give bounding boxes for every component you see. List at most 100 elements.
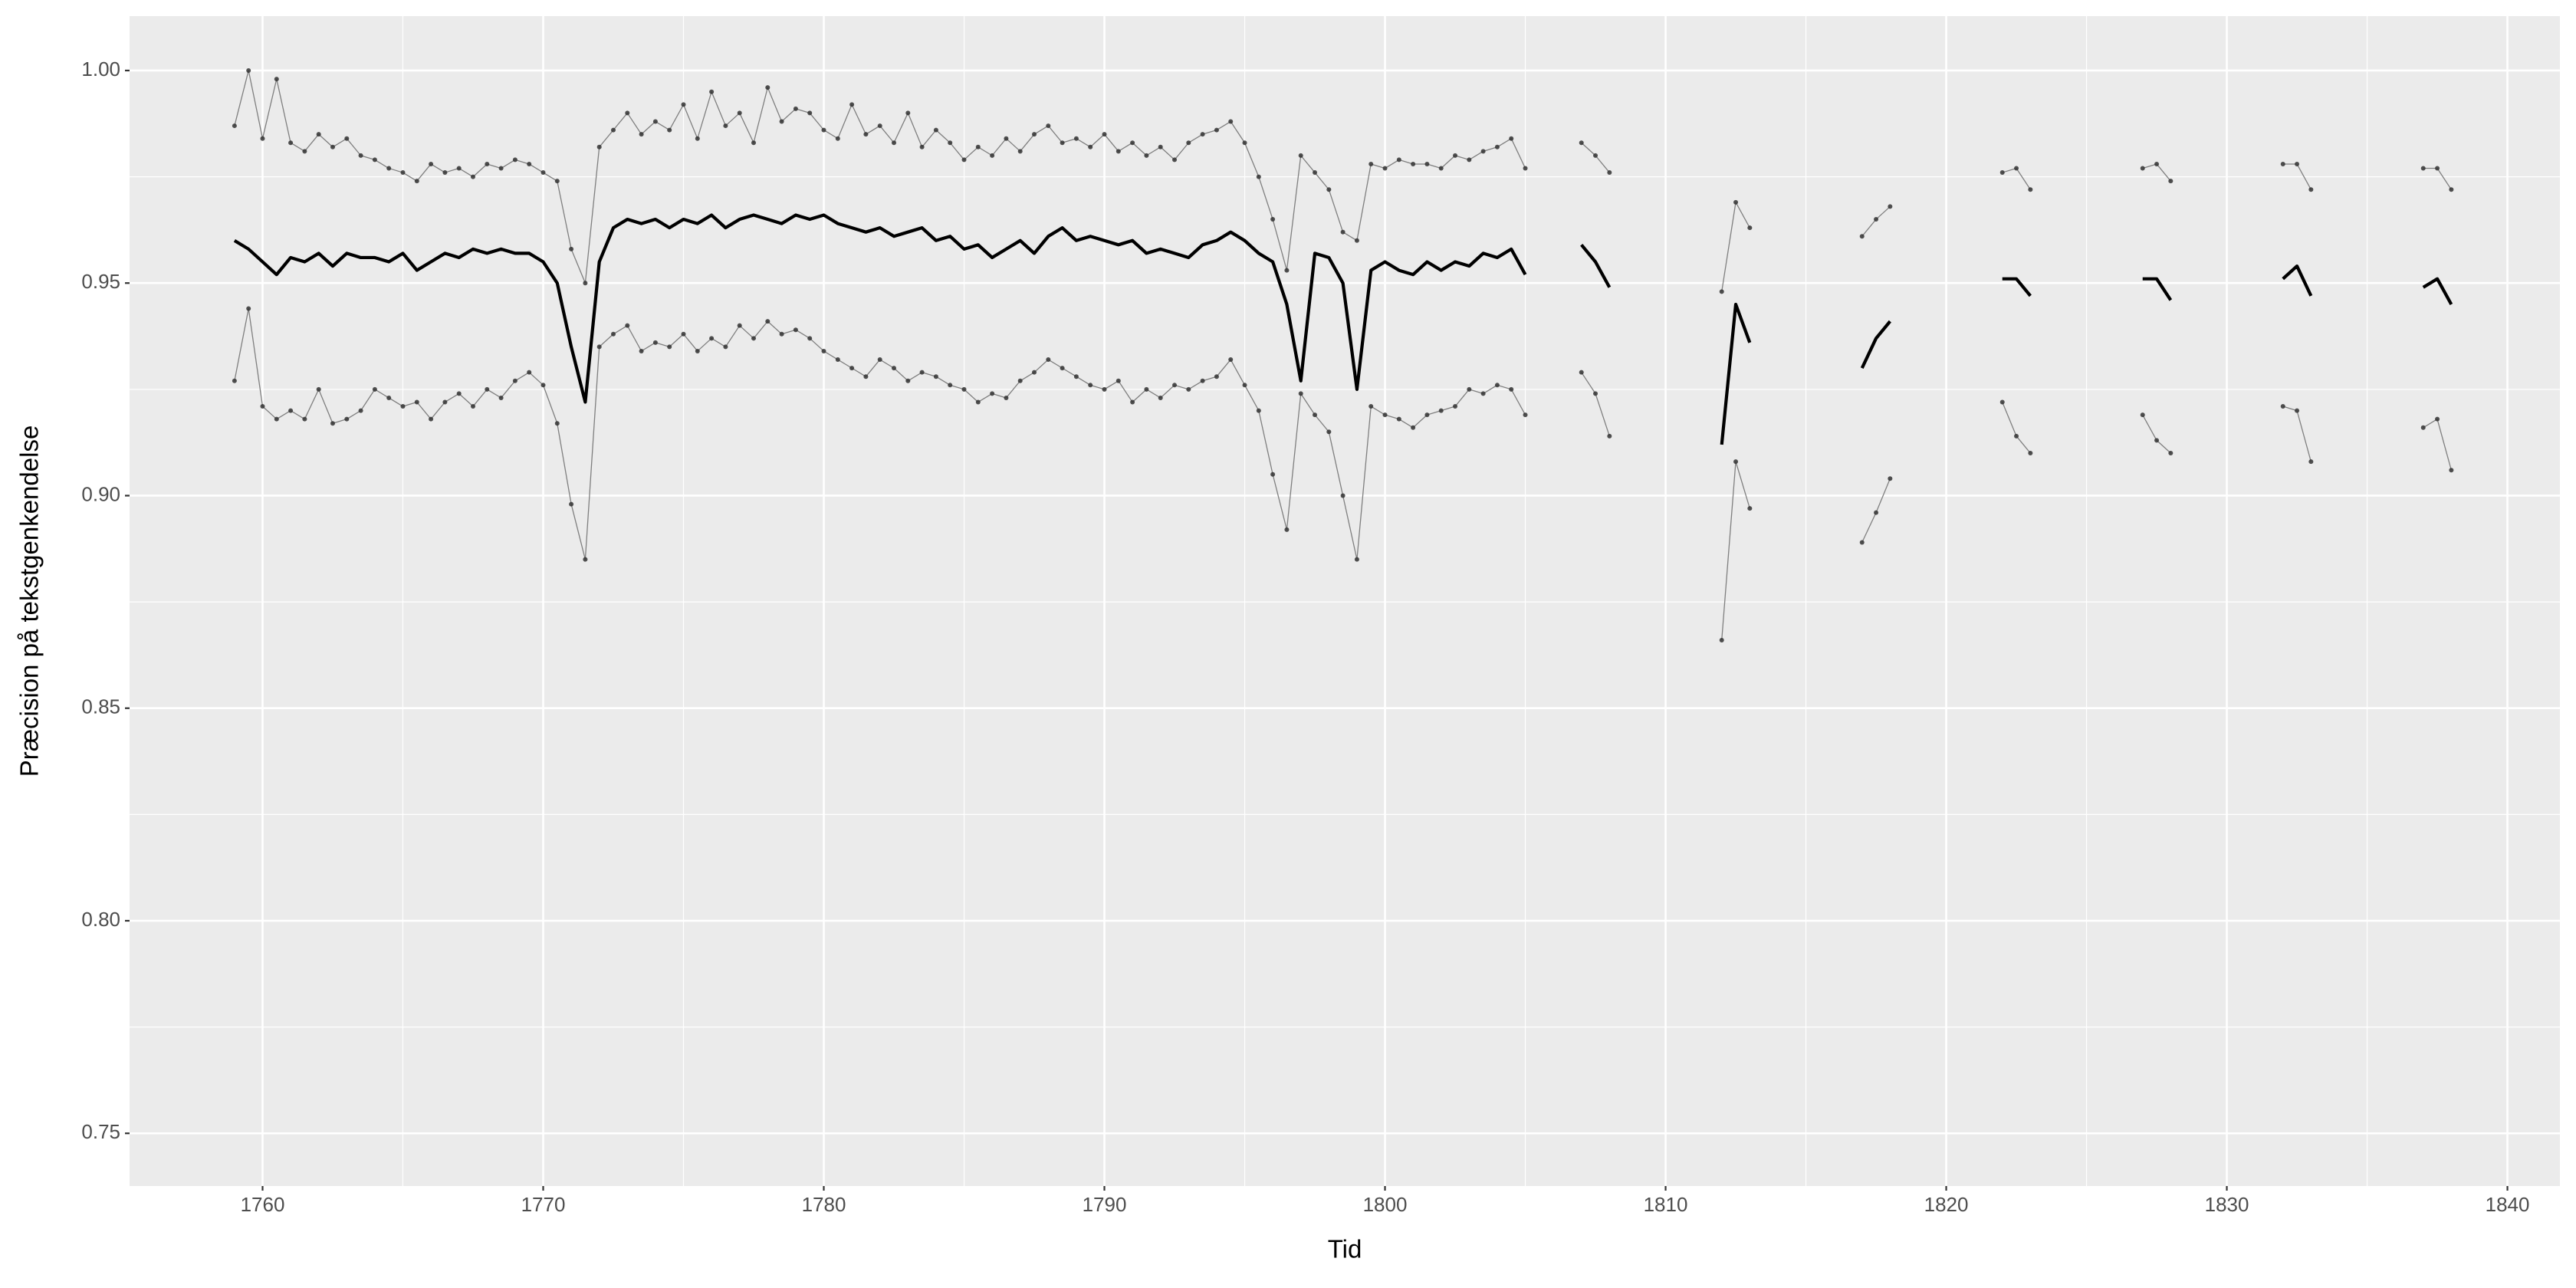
point	[2140, 166, 2145, 171]
point	[835, 357, 840, 363]
point	[569, 246, 574, 251]
point	[1214, 374, 1219, 380]
point	[709, 336, 715, 341]
point	[1326, 429, 1332, 435]
point	[2280, 404, 2285, 409]
point	[386, 166, 392, 171]
point	[1354, 238, 1359, 243]
point	[610, 127, 616, 133]
point	[358, 153, 363, 158]
point	[863, 132, 869, 137]
point	[1102, 132, 1107, 137]
point	[1004, 136, 1009, 141]
point	[779, 331, 784, 337]
point	[793, 327, 798, 333]
point	[1411, 425, 1416, 430]
point	[1509, 136, 1514, 141]
point	[1368, 161, 1374, 166]
point	[400, 170, 406, 176]
point	[527, 161, 532, 166]
point	[442, 399, 448, 405]
point	[274, 416, 279, 422]
point	[1480, 391, 1486, 396]
point	[1313, 412, 1318, 418]
point	[2308, 459, 2314, 465]
point	[470, 404, 475, 409]
point	[274, 77, 279, 82]
point	[260, 404, 265, 409]
point	[610, 331, 616, 337]
point	[625, 110, 630, 116]
point	[2295, 161, 2300, 166]
point	[652, 340, 658, 345]
point	[1270, 217, 1276, 222]
point	[1453, 153, 1458, 158]
point	[1382, 166, 1388, 171]
point	[975, 399, 981, 405]
point	[1186, 386, 1191, 392]
point	[948, 140, 953, 146]
point	[975, 144, 981, 150]
point	[652, 119, 658, 124]
point	[892, 366, 897, 371]
point	[429, 416, 434, 422]
y-tick-label: 0.80	[81, 908, 120, 931]
point	[1733, 199, 1739, 205]
point	[1270, 472, 1276, 477]
x-tick-label: 1830	[2205, 1193, 2249, 1216]
point	[344, 416, 350, 422]
point	[1088, 144, 1093, 150]
point	[1859, 234, 1865, 239]
point	[1060, 140, 1065, 146]
point	[821, 348, 826, 353]
point	[990, 153, 995, 158]
point	[485, 386, 490, 392]
point	[1060, 366, 1065, 371]
point	[1284, 527, 1290, 532]
point	[260, 136, 265, 141]
point	[625, 323, 630, 328]
marks	[232, 67, 2454, 643]
point	[961, 386, 967, 392]
point	[2449, 187, 2454, 192]
point	[1017, 149, 1023, 154]
point	[1172, 383, 1178, 388]
point	[1579, 140, 1584, 146]
point	[2014, 433, 2019, 439]
y-tick-label: 0.95	[81, 270, 120, 293]
point	[1313, 170, 1318, 176]
point	[1242, 140, 1247, 146]
point	[667, 344, 672, 350]
point	[1130, 140, 1135, 146]
point	[1214, 127, 1219, 133]
point	[2449, 468, 2454, 473]
point	[1467, 157, 1472, 163]
point	[1340, 493, 1346, 498]
x-tick-label: 1840	[2486, 1193, 2530, 1216]
point	[667, 127, 672, 133]
point	[1999, 170, 2005, 176]
point	[2308, 187, 2314, 192]
point	[1102, 386, 1107, 392]
point	[540, 170, 546, 176]
point	[512, 157, 518, 163]
point	[1494, 383, 1500, 388]
point	[1073, 136, 1079, 141]
point	[1116, 149, 1121, 154]
point	[1999, 399, 2005, 405]
point	[2014, 166, 2019, 171]
point	[1523, 412, 1528, 418]
point	[1874, 217, 1879, 222]
x-tick-label: 1790	[1083, 1193, 1127, 1216]
point	[288, 408, 294, 413]
point	[1509, 386, 1514, 392]
point	[583, 557, 588, 562]
point	[765, 319, 770, 324]
point	[2168, 451, 2174, 456]
point	[863, 374, 869, 380]
grid	[130, 16, 2560, 1186]
point	[1032, 370, 1037, 375]
point	[1158, 144, 1163, 150]
point	[2028, 187, 2033, 192]
